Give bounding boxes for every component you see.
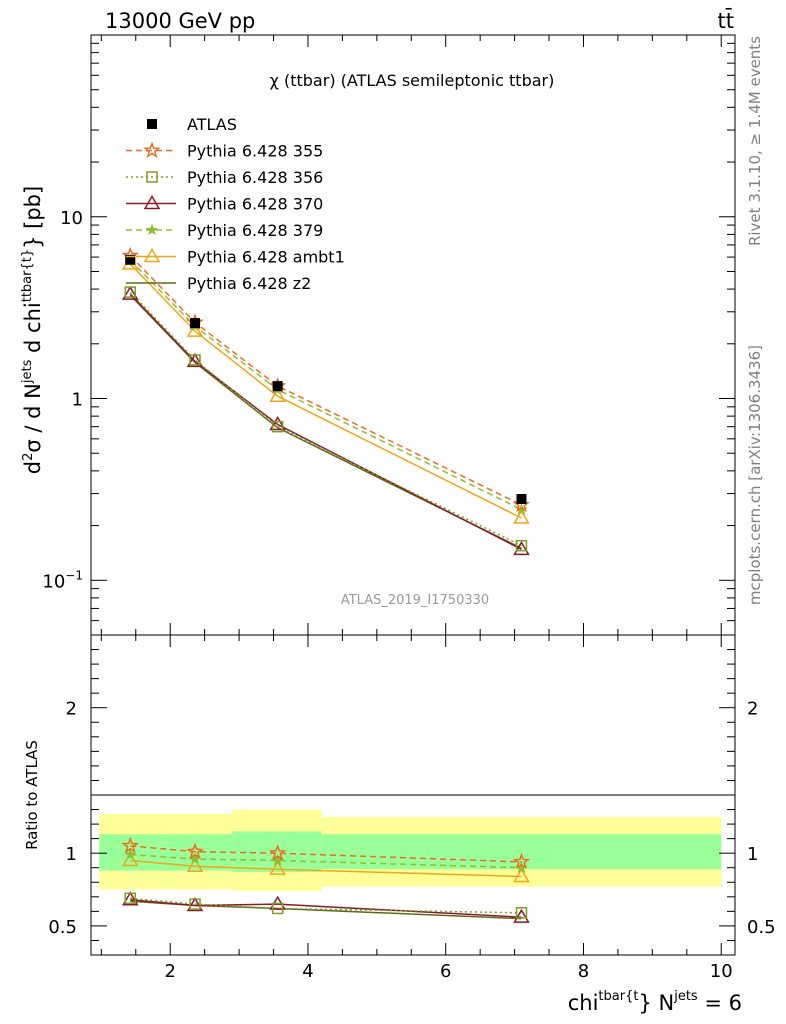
series-line-pythia-6-428-355 — [129, 255, 522, 506]
legend-label-atlas: ATLAS — [187, 115, 237, 134]
ratio-y-label: Ratio to ATLAS — [23, 740, 41, 850]
svg-text:chitbar{t} Njets = 6: chitbar{t} Njets = 6 — [568, 989, 742, 1015]
ratio-point-pythia-6-428-370 — [186, 897, 204, 912]
legend-label-pythia-6-428-379: Pythia 6.428 379 — [187, 221, 323, 240]
ratio-y-tick-label: 1 — [66, 844, 77, 865]
legend-marker-pythia-6-428-370 — [143, 195, 161, 210]
x-tick-label: 10 — [710, 961, 733, 982]
x-axis-label: chitbar{t} Njets = 6 — [568, 989, 742, 1015]
series-line-pythia-6-428-ambt1 — [129, 263, 522, 519]
data-point-pythia-6-428-356 — [124, 286, 137, 298]
data-point-pythia-6-428-ambt1 — [513, 509, 530, 524]
data-point-pythia-6-428-ambt1 — [186, 322, 204, 337]
svg-text:d2σ / d Njets d chittbar{t}} [: d2σ / d Njets d chittbar{t}} [pb] — [20, 186, 45, 474]
data-point-atlas — [190, 318, 201, 329]
ratio-line-pythia-6-428-ambt1 — [130, 859, 522, 878]
chart-title: χ (ttbar) (ATLAS semileptonic ttbar) — [270, 71, 555, 90]
ratio-point-pythia-6-428-356 — [189, 898, 201, 910]
data-point-atlas — [516, 494, 527, 505]
ratio-line-pythia-6-428-355 — [130, 845, 522, 863]
data-point-pythia-6-428-ambt1 — [269, 387, 286, 402]
legend-marker-pythia-6-428-356 — [146, 171, 158, 183]
y-tick-label: 1 — [72, 390, 83, 411]
x-tick-label: 2 — [164, 961, 175, 982]
process-label: tt̄ — [718, 8, 734, 33]
data-point-pythia-6-428-356 — [189, 354, 201, 366]
mcplots-label: mcplots.cern.ch [arXiv:1306.3436] — [746, 345, 764, 605]
legend-label-pythia-6-428-z2: Pythia 6.428 z2 — [187, 274, 311, 293]
legend-label-pythia-6-428-355: Pythia 6.428 355 — [187, 142, 323, 161]
ratio-point-pythia-6-428-355 — [512, 852, 531, 870]
ratio-y-tick-label: 2 — [66, 699, 77, 720]
ratio-point-pythia-6-428-355 — [186, 842, 204, 860]
legend-label-pythia-6-428-356: Pythia 6.428 356 — [187, 168, 323, 187]
data-point-pythia-6-428-370 — [186, 352, 204, 368]
x-tick-label: 6 — [440, 961, 451, 982]
series-line-pythia-6-428-370 — [129, 293, 522, 550]
y-tick-label: 10 — [60, 208, 83, 229]
ratio-y-tick-label: 0.5 — [48, 917, 77, 938]
ratio-point-pythia-6-428-370 — [121, 891, 139, 906]
energy-label: 13000 GeV pp — [105, 9, 255, 33]
data-point-atlas — [272, 381, 283, 392]
ratio-point-pythia-6-428-356 — [271, 902, 284, 915]
y-tick-label: 10−1 — [42, 568, 83, 592]
legend-label-pythia-6-428-ambt1: Pythia 6.428 ambt1 — [187, 248, 345, 267]
ratio-point-pythia-6-428-355 — [268, 844, 287, 861]
ratio-line-pythia-6-428-370 — [130, 898, 522, 918]
data-point-pythia-6-428-370 — [121, 285, 139, 300]
legend-marker-pythia-6-428-ambt1 — [143, 248, 161, 263]
ratio-y-tick-label-right: 2 — [747, 699, 758, 720]
ratio-y-tick-label-right: 0.5 — [747, 917, 776, 938]
legend-marker-pythia-6-428-379 — [145, 223, 159, 236]
ratio-point-pythia-6-428-355 — [121, 836, 139, 854]
ratio-y-tick-label-right: 1 — [747, 844, 758, 865]
x-tick-label: 8 — [578, 961, 589, 982]
ratio-point-pythia-6-428-356 — [124, 892, 137, 905]
ratio-point-pythia-6-428-ambt1 — [269, 860, 286, 875]
watermark: ATLAS_2019_I1750330 — [341, 593, 489, 608]
rivet-label: Rivet 3.1.10, ≥ 1.4M events — [746, 36, 764, 246]
data-point-atlas — [125, 254, 136, 265]
main-panel: 10 1 10−1 χ (ttbar) (ATLAS semileptonic tt… — [42, 34, 736, 636]
legend-marker-pythia-6-428-355 — [143, 141, 161, 158]
uncertainty-band-inner — [232, 831, 322, 873]
data-point-pythia-6-428-356 — [515, 539, 528, 552]
ratio-point-pythia-6-428-ambt1 — [513, 867, 530, 883]
data-point-pythia-6-428-370 — [269, 415, 286, 431]
ratio-point-pythia-6-428-379 — [124, 848, 137, 860]
series-line-pythia-6-428-379 — [129, 259, 522, 511]
legend: ATLAS Pythia 6.428 355 Pythia 6.428 356 Pyt… — [126, 115, 345, 293]
data-point-pythia-6-428-356 — [271, 420, 284, 433]
ratio-panel: 2 4 6 8 10 2 2 1 1 0.5 0.5 — [48, 634, 776, 982]
legend-label-pythia-6-428-370: Pythia 6.428 370 — [187, 195, 323, 214]
ratio-point-pythia-6-428-370 — [513, 908, 530, 923]
y-axis-label: d2σ / d Njets d chittbar{t}} [pb] — [20, 186, 45, 474]
legend-marker-atlas — [147, 119, 157, 129]
data-point-pythia-6-428-370 — [513, 540, 530, 556]
x-tick-label: 4 — [302, 961, 313, 982]
ratio-line-pythia-6-428-356 — [130, 897, 522, 914]
series-line-pythia-6-428-356 — [129, 291, 522, 547]
ratio-line-pythia-6-428-379 — [130, 853, 522, 869]
ratio-point-pythia-6-428-356 — [515, 907, 528, 919]
ratio-point-pythia-6-428-ambt1 — [186, 857, 204, 873]
